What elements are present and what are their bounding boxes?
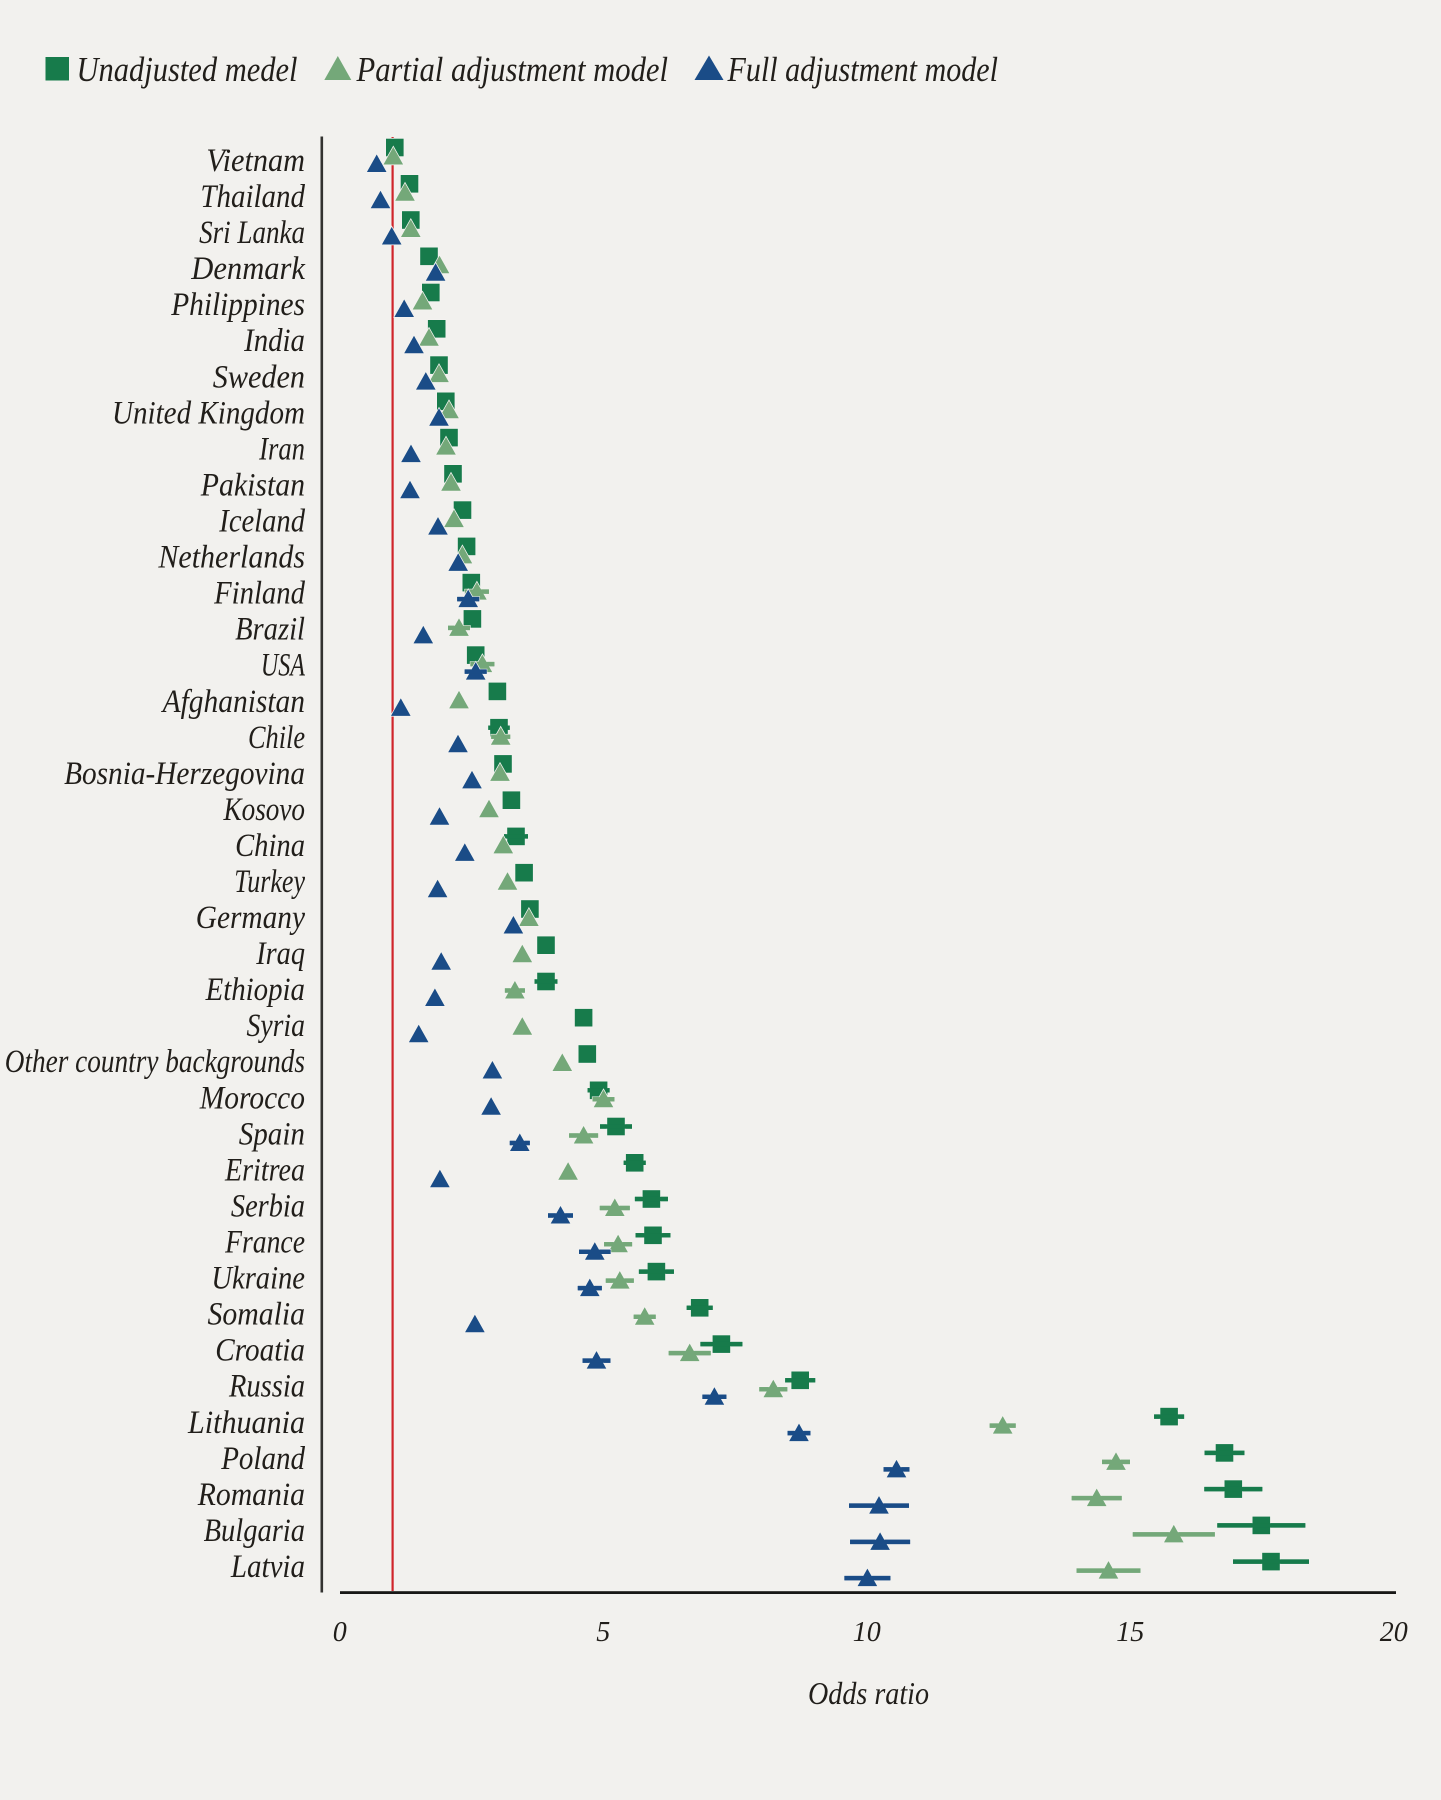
svg-text:Ethiopia: Ethiopia xyxy=(205,972,305,1008)
svg-text:Kosovo: Kosovo xyxy=(223,792,305,828)
svg-text:USA: USA xyxy=(261,648,306,684)
svg-text:Poland: Poland xyxy=(220,1441,305,1477)
svg-text:Partial adjustment model: Partial adjustment model xyxy=(356,50,668,89)
svg-text:Sri Lanka: Sri Lanka xyxy=(199,215,305,251)
svg-text:15: 15 xyxy=(1116,1617,1144,1648)
svg-text:Germany: Germany xyxy=(196,900,306,936)
svg-text:Romania: Romania xyxy=(197,1477,305,1513)
svg-text:Thailand: Thailand xyxy=(200,179,305,215)
svg-text:Odds ratio: Odds ratio xyxy=(808,1675,929,1711)
svg-text:Turkey: Turkey xyxy=(234,864,305,900)
svg-text:Ukraine: Ukraine xyxy=(211,1261,305,1297)
svg-text:Philippines: Philippines xyxy=(170,287,305,323)
svg-text:Unadjusted medel: Unadjusted medel xyxy=(77,50,298,89)
svg-text:Chile: Chile xyxy=(248,720,305,756)
svg-text:Other country backgrounds: Other country backgrounds xyxy=(5,1044,305,1080)
svg-text:Pakistan: Pakistan xyxy=(200,467,305,503)
svg-text:20: 20 xyxy=(1380,1617,1408,1648)
svg-text:Iraq: Iraq xyxy=(255,936,305,972)
svg-text:China: China xyxy=(235,828,305,864)
svg-text:Vietnam: Vietnam xyxy=(206,143,305,179)
svg-text:Lithuania: Lithuania xyxy=(187,1405,305,1441)
svg-text:0: 0 xyxy=(333,1617,347,1648)
svg-text:Morocco: Morocco xyxy=(199,1080,305,1116)
svg-text:Bosnia-Herzegovina: Bosnia-Herzegovina xyxy=(64,756,305,792)
svg-text:Bulgaria: Bulgaria xyxy=(204,1513,305,1549)
svg-text:Full adjustment model: Full adjustment model xyxy=(727,50,998,89)
svg-text:Denmark: Denmark xyxy=(190,251,306,287)
svg-text:Syria: Syria xyxy=(247,1008,306,1044)
svg-text:Iceland: Iceland xyxy=(218,504,305,540)
svg-text:5: 5 xyxy=(596,1617,610,1648)
svg-text:Brazil: Brazil xyxy=(235,612,305,648)
svg-text:Iran: Iran xyxy=(258,431,305,467)
svg-text:Sweden: Sweden xyxy=(213,359,305,395)
svg-text:Afghanistan: Afghanistan xyxy=(161,684,305,720)
svg-text:Spain: Spain xyxy=(239,1116,305,1152)
svg-text:10: 10 xyxy=(853,1617,881,1648)
svg-text:Croatia: Croatia xyxy=(215,1333,305,1369)
svg-text:Latvia: Latvia xyxy=(230,1549,305,1585)
svg-text:France: France xyxy=(224,1225,305,1261)
svg-text:India: India xyxy=(243,323,305,359)
svg-text:Serbia: Serbia xyxy=(231,1188,305,1224)
svg-text:Somalia: Somalia xyxy=(208,1297,306,1333)
svg-text:United Kingdom: United Kingdom xyxy=(112,395,305,431)
svg-text:Russia: Russia xyxy=(228,1369,305,1405)
svg-text:Finland: Finland xyxy=(213,576,305,612)
svg-text:Netherlands: Netherlands xyxy=(157,540,305,576)
svg-text:Eritrea: Eritrea xyxy=(224,1152,305,1188)
